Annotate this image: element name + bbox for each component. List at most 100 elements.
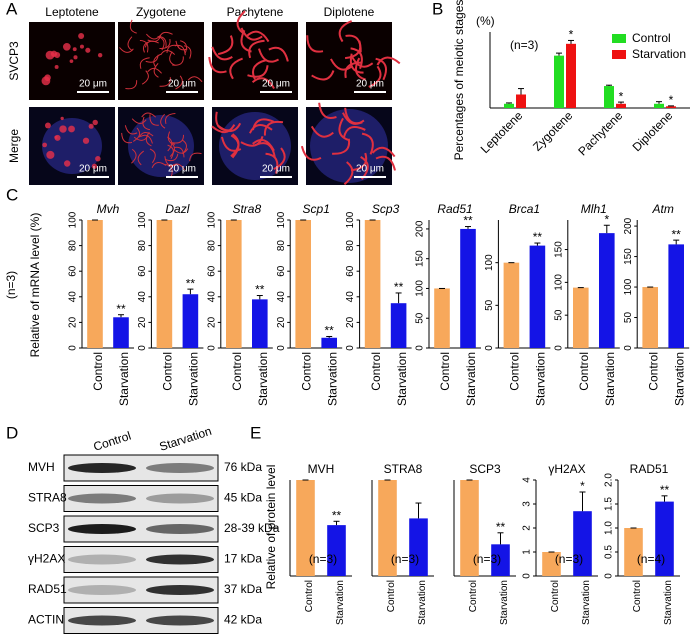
bar [182,294,199,348]
bar [390,303,407,348]
protein-size: 37 kDa [224,582,262,596]
x-tick-label: Starvation [117,352,131,406]
y-tick-label: 40 [206,291,217,303]
protein-size: 45 kDa [224,491,262,505]
error-bar [661,495,668,502]
chromosome [240,135,264,147]
error-bar [534,242,541,246]
chart-title: SCP3 [469,462,501,476]
x-tick-label: Control [91,352,105,391]
protein-name: MVH [28,460,55,474]
chromosome [375,155,396,171]
error-bar [579,491,586,512]
significance: ** [255,283,265,297]
blot-band [68,615,136,626]
x-tick-label: Control [550,580,561,612]
chromosome [247,65,269,78]
chart-title: Dazl [165,202,189,216]
x-tick-label: Control [304,580,315,612]
chromosome [153,53,161,68]
chromosome [361,132,374,155]
chromosome [139,40,149,53]
x-tick-label: Starvation [417,580,428,625]
error-bar [333,520,340,526]
chromosome [173,146,185,158]
micrograph [212,22,298,100]
y-tick-label: 0 [522,573,533,579]
y-tick-label: 40 [276,291,287,303]
scale-bar-label: 20 μm [356,79,384,90]
chromatin-spot [82,137,90,144]
chromosome [169,142,175,157]
chromosome [173,148,189,154]
chromatin-spot [59,125,67,133]
chromosome [167,144,174,159]
significance: ** [186,276,196,290]
chromosome [240,27,263,41]
significance: ** [672,227,682,241]
chromosome [208,56,227,74]
chromosome [251,77,275,89]
protein-name: γH2AX [28,552,65,566]
error-bar [656,101,662,104]
chart-title: Rad51 [437,202,472,216]
y-tick-label: 150 [553,241,564,258]
chromosome [318,102,337,119]
chromosome [139,134,153,144]
chromosome [139,57,150,69]
chromatin-spot [54,64,59,69]
y-tick-label: 200 [415,220,426,237]
protein-size: 76 kDa [224,460,262,474]
chromosome [252,59,267,80]
chromosome [129,19,137,34]
lane-label: Starvation [158,424,214,454]
protein-size: 42 kDa [224,613,262,627]
y-tick-label: 2 [522,525,533,531]
bar [327,525,346,576]
chromosome [330,58,353,71]
panel-label: E [250,423,261,442]
significance: ** [116,302,126,316]
error-bar [465,226,471,229]
chromosome [268,46,289,62]
error-bar [506,102,512,104]
chromosome [338,117,350,141]
y-unit: (%) [476,14,495,28]
chromosome [375,57,387,81]
y-tick-label: 100 [345,211,356,228]
y-tick-label: 100 [553,274,564,291]
chromatin-spot [95,156,101,162]
chromosome [127,36,133,52]
chromosome [159,38,171,49]
chromosome [121,132,133,144]
blot-band [146,493,214,504]
y-tick-label: 0 [623,345,634,351]
chart-title: Atm [652,202,674,216]
chart-title: Mvh [97,202,120,216]
chromatin-spot [79,44,84,49]
x-tick-label: Starvation [256,352,270,406]
panel-label: A [6,0,18,18]
scale-bar-label: 20 μm [79,164,107,175]
blot-band [146,524,214,534]
bar [156,220,173,348]
blot-band [146,615,214,626]
scale-bar-label: 20 μm [262,79,290,90]
legend-swatch [612,50,626,59]
chromatin-spot [41,76,51,86]
y-axis-label: Relative of protein level [264,465,278,590]
x-tick-label: Starvation [672,352,686,406]
y-tick-label: 80 [137,240,148,252]
y-tick-label: 80 [206,240,217,252]
annotation: (n=3) [510,38,538,52]
x-tick-label: Zygotene [530,108,576,154]
error-bar [118,314,124,318]
y-tick-label: 60 [206,265,217,277]
y-tick-label: 100 [137,211,148,228]
y-tick-label: 1 [522,549,533,555]
stage-label: Pachytene [227,5,284,19]
x-tick-label: Control [161,352,175,391]
y-tick-label: 4 [522,477,533,483]
bar [364,220,381,348]
y-tick-label: 100 [415,280,426,297]
